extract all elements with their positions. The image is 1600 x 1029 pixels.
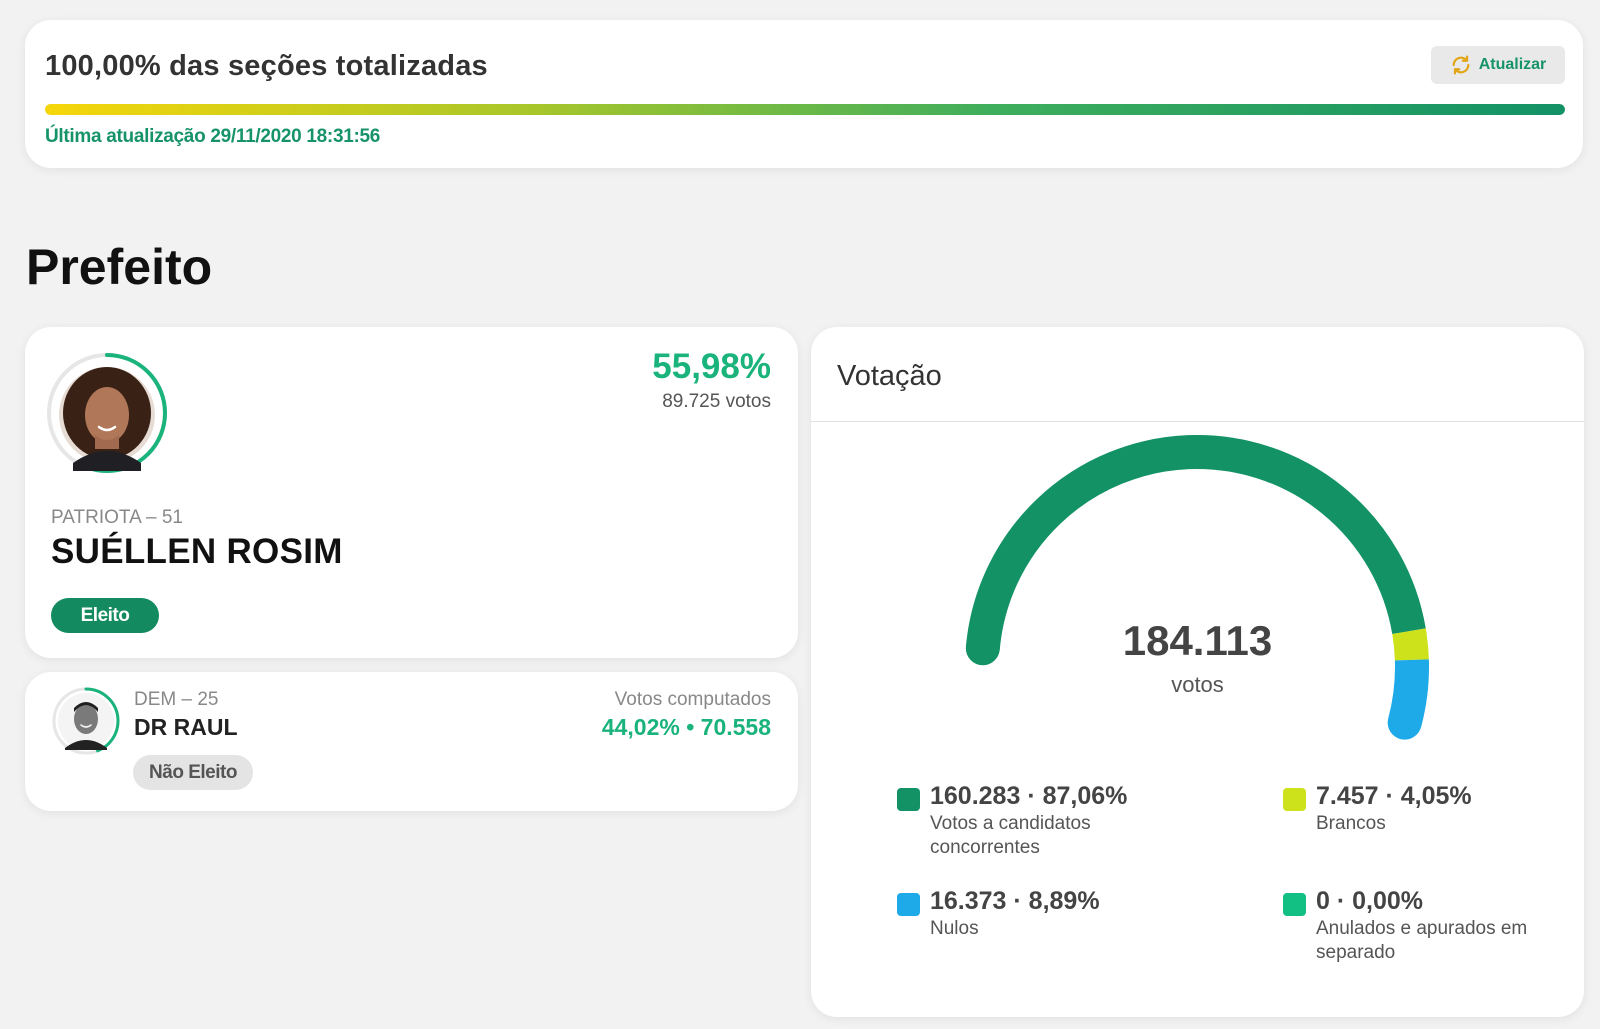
- legend-label: Nulos: [930, 918, 979, 939]
- runner-up-avatar: [52, 687, 120, 755]
- runner-up-vote-stats: 44,02% • 70.558: [601, 714, 771, 740]
- refresh-label: Atualizar: [1478, 56, 1547, 73]
- votes-gauge: [965, 435, 1429, 740]
- legend-value: 160.283 · 87,06%: [930, 782, 1128, 810]
- voting-divider: [811, 421, 1584, 422]
- winner-vote-percent: 55,98%: [652, 347, 771, 386]
- legend-swatch: [1283, 893, 1306, 916]
- legend-swatch: [897, 893, 920, 916]
- refresh-button[interactable]: Atualizar: [1431, 46, 1565, 84]
- candidate-card-winner[interactable]: 55,98% 89.725 votos PATRIOTA – 51 SUÉLLE…: [25, 327, 798, 658]
- gauge-unit: votos: [1171, 672, 1224, 697]
- winner-avatar: [47, 353, 167, 473]
- gauge-total-votes: 184.113: [1122, 617, 1273, 664]
- elected-badge: Eleito: [51, 598, 159, 633]
- section-title: Prefeito: [26, 239, 213, 295]
- runner-up-name: DR RAUL: [134, 714, 238, 740]
- last-update-text: Última atualização 29/11/2020 18:31:56: [45, 126, 381, 147]
- legend-label: Anulados e apurados em separado: [1316, 918, 1528, 963]
- winner-name: SUÉLLEN ROSIM: [51, 532, 343, 571]
- not-elected-badge: Não Eleito: [133, 755, 253, 790]
- legend-value: 0 · 0,00%: [1316, 887, 1424, 915]
- winner-party: PATRIOTA – 51: [51, 507, 183, 528]
- totalization-progress-bar: [45, 104, 1565, 115]
- legend-value: 7.457 · 4,05%: [1316, 782, 1472, 810]
- voting-summary-card: Votação 184.113 votos 160.283 · 87,06% V…: [811, 327, 1584, 1017]
- gauge-segment: [1392, 628, 1429, 661]
- legend-label: Brancos: [1316, 813, 1386, 834]
- legend-label: Votos a candidatos concorrentes: [930, 813, 1091, 858]
- gauge-segment-cap: [965, 631, 1000, 666]
- legend-value: 16.373 · 8,89%: [930, 887, 1100, 915]
- gauge-segment-cap: [1387, 705, 1422, 740]
- totalization-status-card: 100,00% das seções totalizadas Atualizar…: [25, 20, 1583, 168]
- legend-swatch: [897, 788, 920, 811]
- gauge-segment: [965, 435, 1426, 650]
- refresh-icon: [1452, 55, 1470, 75]
- totalization-progress-fill: [45, 104, 1565, 115]
- candidate-card-runner-up[interactable]: DEM – 25 DR RAUL Não Eleito Votos comput…: [25, 672, 798, 811]
- totalization-title: 100,00% das seções totalizadas: [45, 50, 488, 82]
- runner-up-computed-label: Votos computados: [614, 689, 771, 710]
- voting-title: Votação: [837, 360, 942, 392]
- winner-vote-count: 89.725 votos: [662, 391, 771, 412]
- runner-up-party: DEM – 25: [134, 689, 219, 710]
- legend-swatch: [1283, 788, 1306, 811]
